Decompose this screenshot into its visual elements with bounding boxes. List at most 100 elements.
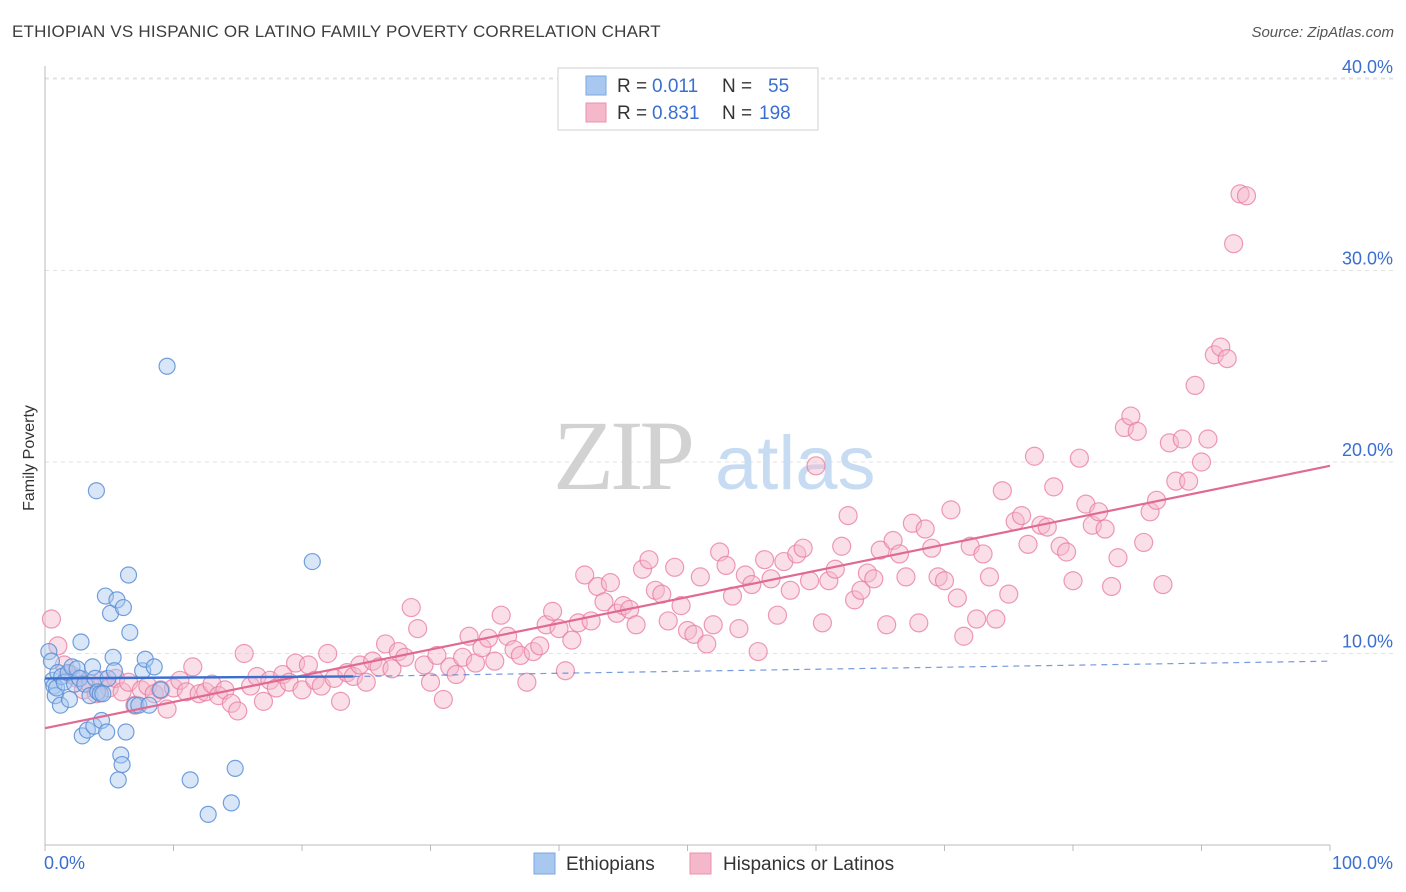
- point-hispanics: [832, 536, 852, 556]
- point-hispanics: [440, 657, 460, 677]
- legend-swatch-ethiopians: [585, 75, 607, 96]
- point-hispanics: [1044, 477, 1064, 497]
- point-ethiopians: [181, 771, 199, 789]
- point-hispanics: [626, 615, 646, 635]
- point-hispanics: [395, 647, 415, 667]
- point-hispanics: [562, 630, 582, 650]
- point-hispanics: [48, 636, 68, 656]
- point-hispanics: [408, 619, 428, 639]
- point-hispanics: [1037, 517, 1057, 537]
- point-ethiopians: [113, 755, 131, 774]
- legend-bottom-swatch-ethiopians: [533, 852, 556, 875]
- point-hispanics: [973, 544, 993, 564]
- legend-n-value-ethiopians: 55: [768, 76, 789, 97]
- point-hispanics: [806, 456, 826, 476]
- point-ethiopians: [222, 794, 240, 812]
- point-hispanics: [999, 584, 1019, 604]
- x-tick-label: 100.0%: [1332, 853, 1393, 873]
- point-hispanics: [870, 540, 890, 560]
- legend-bottom-swatch-hispanics: [689, 852, 712, 875]
- point-ethiopians: [121, 623, 139, 642]
- chart-source: Source: ZipAtlas.com: [1251, 24, 1394, 41]
- legend-bottom-label-ethiopians: Ethiopians: [566, 854, 655, 875]
- point-hispanics: [684, 624, 704, 644]
- point-hispanics: [112, 682, 132, 702]
- point-hispanics: [812, 613, 833, 633]
- point-hispanics: [658, 611, 678, 631]
- point-ethiopians: [72, 633, 90, 651]
- point-hispanics: [594, 592, 614, 612]
- point-hispanics: [1217, 348, 1237, 369]
- trend-extension-ethiopians: [353, 660, 1331, 678]
- point-hispanics: [420, 672, 441, 692]
- point-ethiopians: [51, 696, 70, 714]
- legend-n-label-hispanics: N =: [722, 103, 752, 124]
- point-hispanics: [1185, 375, 1205, 395]
- legend-r-value-hispanics: 0.831: [652, 103, 700, 124]
- point-hispanics: [510, 645, 531, 666]
- point-ethiopians: [87, 482, 106, 500]
- point-ethiopians: [105, 662, 123, 680]
- point-hispanics: [427, 645, 447, 666]
- point-hispanics: [1211, 337, 1231, 357]
- point-hispanics: [414, 655, 434, 675]
- legend-n-value-hispanics: 198: [759, 103, 791, 124]
- point-hispanics: [1204, 345, 1224, 365]
- legend-r-value-ethiopians: 0.011: [652, 76, 698, 97]
- point-hispanics: [767, 605, 788, 625]
- point-hispanics: [690, 567, 710, 587]
- point-hispanics: [170, 670, 190, 690]
- point-hispanics: [632, 559, 653, 579]
- point-hispanics: [1236, 186, 1257, 206]
- point-hispanics: [934, 571, 955, 591]
- point-hispanics: [1024, 446, 1045, 466]
- point-hispanics: [1224, 234, 1244, 254]
- point-hispanics: [485, 651, 505, 671]
- point-hispanics: [877, 615, 897, 635]
- point-hispanics: [234, 643, 254, 664]
- point-hispanics: [992, 481, 1012, 501]
- axes: [44, 66, 1331, 851]
- point-hispanics: [253, 691, 274, 711]
- point-hispanics: [1191, 452, 1212, 472]
- point-hispanics: [555, 661, 576, 681]
- point-hispanics: [1134, 532, 1154, 553]
- y-tick-label: 20.0%: [1342, 440, 1393, 460]
- point-ethiopians: [114, 598, 132, 617]
- point-ethiopians: [94, 685, 112, 703]
- point-hispanics: [979, 567, 1000, 587]
- point-hispanics: [542, 601, 563, 621]
- point-ethiopians: [81, 687, 99, 705]
- y-tick-labels: 10.0% 20.0% 30.0% 40.0%: [1342, 57, 1393, 652]
- watermark: ZIP atlas: [553, 400, 876, 511]
- y-tick-label: 30.0%: [1342, 249, 1393, 269]
- point-hispanics: [1159, 433, 1179, 453]
- point-hispanics: [530, 636, 550, 656]
- point-hispanics: [1114, 417, 1135, 438]
- point-hispanics: [851, 580, 871, 600]
- point-hispanics: [986, 609, 1006, 629]
- point-hispanics: [517, 672, 537, 692]
- point-ethiopians: [98, 723, 116, 741]
- point-hispanics: [793, 538, 813, 558]
- point-hispanics: [1179, 471, 1199, 491]
- point-hispanics: [292, 680, 312, 700]
- watermark-atlas: atlas: [715, 421, 876, 506]
- point-hispanics: [318, 643, 338, 664]
- trend-line-hispanics: [44, 464, 1331, 730]
- point-hispanics: [896, 567, 916, 587]
- point-hispanics: [909, 613, 929, 633]
- watermark-zip: ZIP: [553, 400, 691, 511]
- y-tick-label: 40.0%: [1342, 57, 1393, 77]
- point-hispanics: [639, 550, 659, 570]
- chart-title: ETHIOPIAN VS HISPANIC OR LATINO FAMILY P…: [12, 22, 661, 41]
- point-hispanics: [754, 550, 775, 570]
- point-hispanics: [1011, 506, 1032, 526]
- series-hispanics-points: [41, 184, 1257, 721]
- point-ethiopians: [104, 648, 122, 666]
- point-hispanics: [382, 659, 402, 679]
- legend-bottom: Ethiopians Hispanics or Latinos: [533, 852, 894, 875]
- point-ethiopians: [117, 723, 135, 741]
- legend-n-label-ethiopians: N =: [722, 76, 752, 97]
